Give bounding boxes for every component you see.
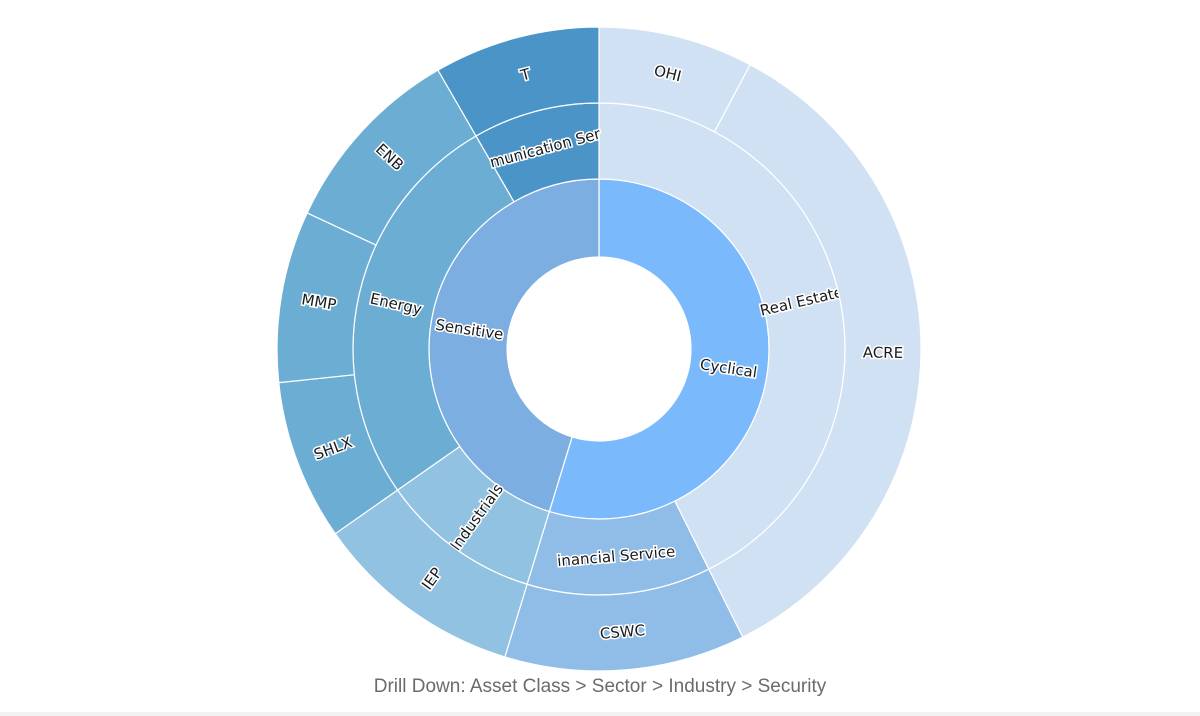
label-acre: ACRE	[863, 343, 904, 362]
bottom-divider	[0, 712, 1200, 716]
chart-caption: Drill Down: Asset Class > Sector > Indus…	[373, 676, 827, 697]
center-hole	[508, 258, 690, 440]
label-cswc: CSWC	[599, 621, 646, 643]
segment-acre[interactable]	[707, 63, 922, 638]
segment-t[interactable]	[437, 26, 600, 137]
